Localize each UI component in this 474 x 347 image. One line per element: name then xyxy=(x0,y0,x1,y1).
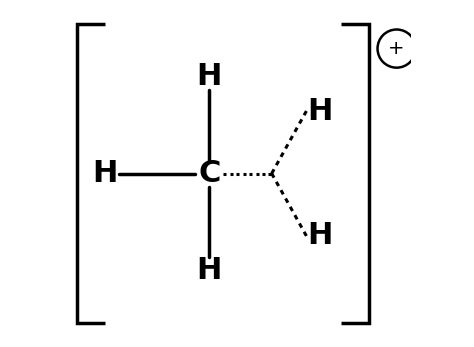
Text: H: H xyxy=(197,62,222,91)
Text: C: C xyxy=(198,159,220,188)
Text: H: H xyxy=(308,221,333,251)
Text: H: H xyxy=(197,256,222,285)
Text: H: H xyxy=(308,96,333,126)
Text: H: H xyxy=(92,159,118,188)
Text: +: + xyxy=(388,39,405,58)
